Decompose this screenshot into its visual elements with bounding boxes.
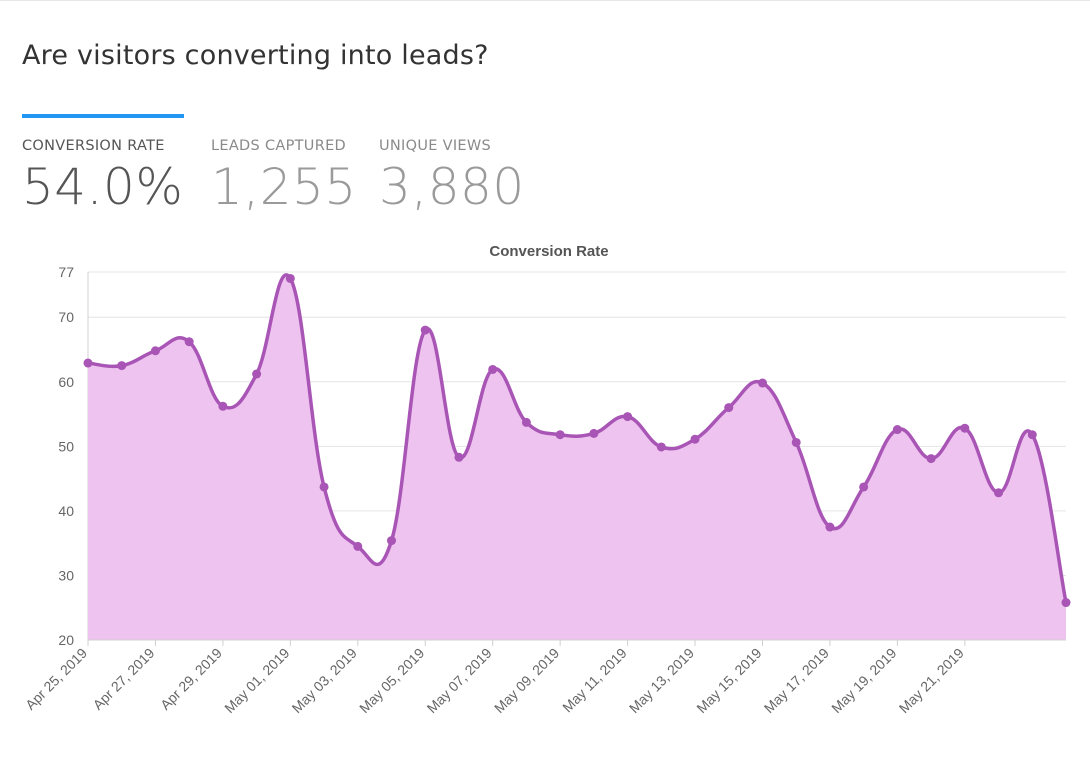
- data-point: [488, 364, 498, 374]
- data-point: [150, 346, 160, 356]
- data-point: [589, 428, 599, 438]
- x-tick-label: Apr 27, 2019: [90, 645, 158, 713]
- y-tick-label: 77: [58, 264, 74, 280]
- data-point: [960, 423, 970, 433]
- data-point: [83, 358, 93, 368]
- metric-label: CONVERSION RATE: [22, 138, 165, 154]
- data-point: [623, 412, 633, 422]
- data-point: [184, 337, 194, 347]
- conversion-rate-chart: Conversion Rate 20 30 40 50 60 70 77 Apr 25, 201…: [22, 243, 1071, 716]
- x-tick-label: May 17, 2019: [761, 645, 832, 716]
- x-tick-label: May 05, 2019: [356, 645, 427, 716]
- y-tick-label: 60: [58, 374, 74, 390]
- data-point: [757, 378, 767, 388]
- page-headline: Are visitors converting into leads?: [22, 40, 489, 71]
- data-point: [420, 325, 430, 335]
- series-area: [88, 274, 1066, 640]
- data-point: [1061, 598, 1071, 608]
- y-tick-label: 50: [58, 438, 74, 454]
- metric-label: UNIQUE VIEWS: [379, 138, 492, 154]
- data-point: [252, 369, 262, 379]
- data-point: [892, 425, 902, 435]
- data-point: [319, 482, 329, 492]
- y-tick-label: 20: [58, 632, 74, 648]
- x-tick-label: May 11, 2019: [559, 645, 630, 716]
- x-tick-label: May 03, 2019: [289, 645, 360, 716]
- active-metric-indicator: [22, 114, 184, 118]
- metric-label: LEADS CAPTURED: [211, 138, 346, 154]
- metric-value: 1,255: [211, 158, 357, 216]
- series-line: [87, 273, 1068, 603]
- x-tick-label: May 13, 2019: [626, 645, 697, 716]
- data-point: [825, 522, 835, 532]
- data-point: [791, 437, 801, 447]
- data-point: [285, 273, 295, 283]
- x-tick-label: May 21, 2019: [896, 645, 967, 716]
- x-tick-label: May 15, 2019: [693, 645, 764, 716]
- data-point: [387, 536, 397, 546]
- data-point: [724, 403, 734, 413]
- top-divider: [0, 0, 1090, 1]
- data-point: [454, 452, 464, 462]
- x-tick-label: Apr 29, 2019: [157, 645, 225, 713]
- y-tick-label: 40: [58, 503, 74, 519]
- chart-title: Conversion Rate: [489, 243, 608, 260]
- x-tick-label: May 19, 2019: [828, 645, 899, 716]
- x-tick-label: May 09, 2019: [491, 645, 562, 716]
- data-point: [521, 417, 531, 427]
- data-point: [690, 434, 700, 444]
- data-point: [117, 361, 127, 371]
- data-point: [859, 482, 869, 492]
- data-point: [994, 488, 1004, 498]
- x-tick-label: May 07, 2019: [424, 645, 495, 716]
- data-point: [218, 401, 228, 411]
- x-tick-label: Apr 25, 2019: [22, 645, 90, 713]
- data-point: [353, 541, 363, 551]
- data-point: [926, 454, 936, 464]
- y-tick-label: 70: [58, 309, 74, 325]
- data-point: [1027, 430, 1037, 440]
- y-tick-label: 30: [58, 567, 74, 583]
- metric-value: 54.0%: [22, 158, 184, 216]
- data-point: [656, 442, 666, 452]
- metric-value: 3,880: [379, 158, 525, 216]
- x-tick-label: May 01, 2019: [221, 645, 292, 716]
- data-point: [555, 430, 565, 440]
